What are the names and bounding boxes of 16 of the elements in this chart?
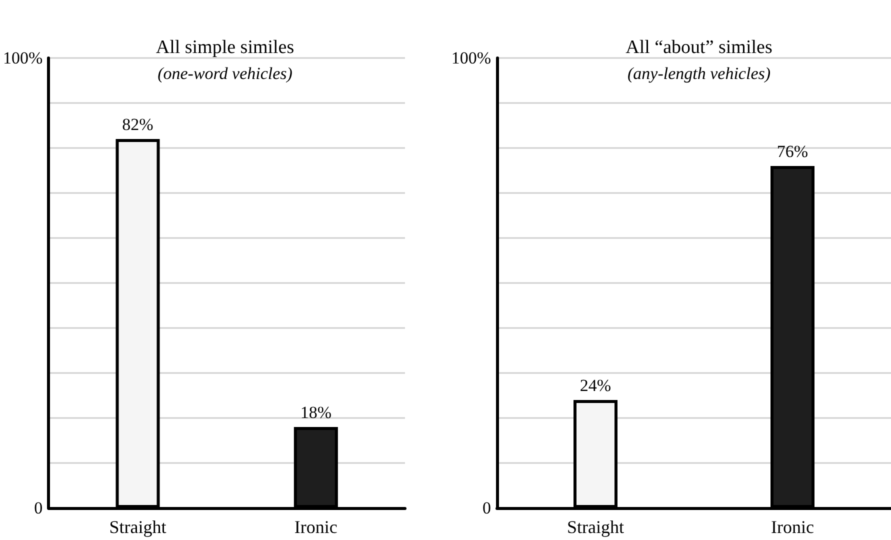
x-tick-label: Straight [567,517,624,537]
y-tick-label: 0 [482,498,491,518]
data-label: 18% [300,403,332,422]
data-label: 82% [122,115,154,134]
chart-title: All “about” similes [626,37,772,58]
data-label: 24% [580,376,612,395]
x-tick-label: Ironic [294,517,338,537]
x-tick-label: Ironic [771,517,814,537]
y-tick-label: 0 [34,498,43,518]
chart-subtitle: (any-length vehicles) [627,64,771,83]
x-tick-label: Straight [109,517,166,537]
data-label: 76% [776,142,808,161]
chart-title: All simple similes [156,37,294,58]
y-tick-label: 100% [2,48,43,68]
chart-subtitle: (one-word vehicles) [158,64,293,83]
y-tick-label: 100% [451,48,491,68]
